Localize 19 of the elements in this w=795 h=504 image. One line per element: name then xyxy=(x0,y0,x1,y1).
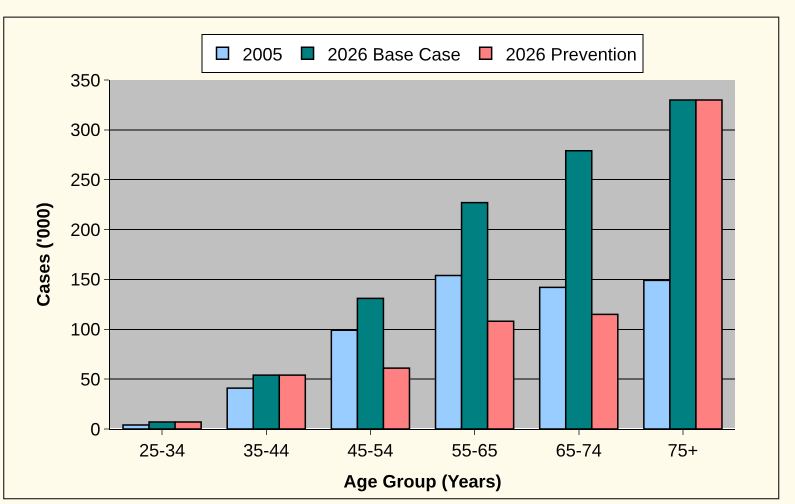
y-tick-label: 250 xyxy=(70,170,100,190)
y-tick-label: 200 xyxy=(70,220,100,240)
y-tick-label: 150 xyxy=(70,270,100,290)
legend-label: 2026 Prevention xyxy=(506,44,637,64)
x-tick-label: 75+ xyxy=(668,440,698,461)
x-tick-label: 35-44 xyxy=(243,440,290,461)
x-tick-label: 55-65 xyxy=(452,440,498,461)
y-tick-label: 0 xyxy=(90,419,100,440)
x-axis-title: Age Group (Years) xyxy=(343,472,502,492)
x-tick-label: 65-74 xyxy=(556,440,602,461)
y-tick-label: 300 xyxy=(70,120,100,140)
y-tick-label: 350 xyxy=(70,70,100,90)
x-tick-label: 45-54 xyxy=(347,440,394,461)
legend-label: 2026 Base Case xyxy=(328,44,461,64)
legend-label: 2005 xyxy=(242,44,283,64)
x-tick-label: 25-34 xyxy=(139,440,186,461)
y-axis-title: Cases ('000) xyxy=(34,202,54,307)
y-tick-label: 100 xyxy=(70,320,100,340)
y-tick-label: 50 xyxy=(80,369,100,390)
